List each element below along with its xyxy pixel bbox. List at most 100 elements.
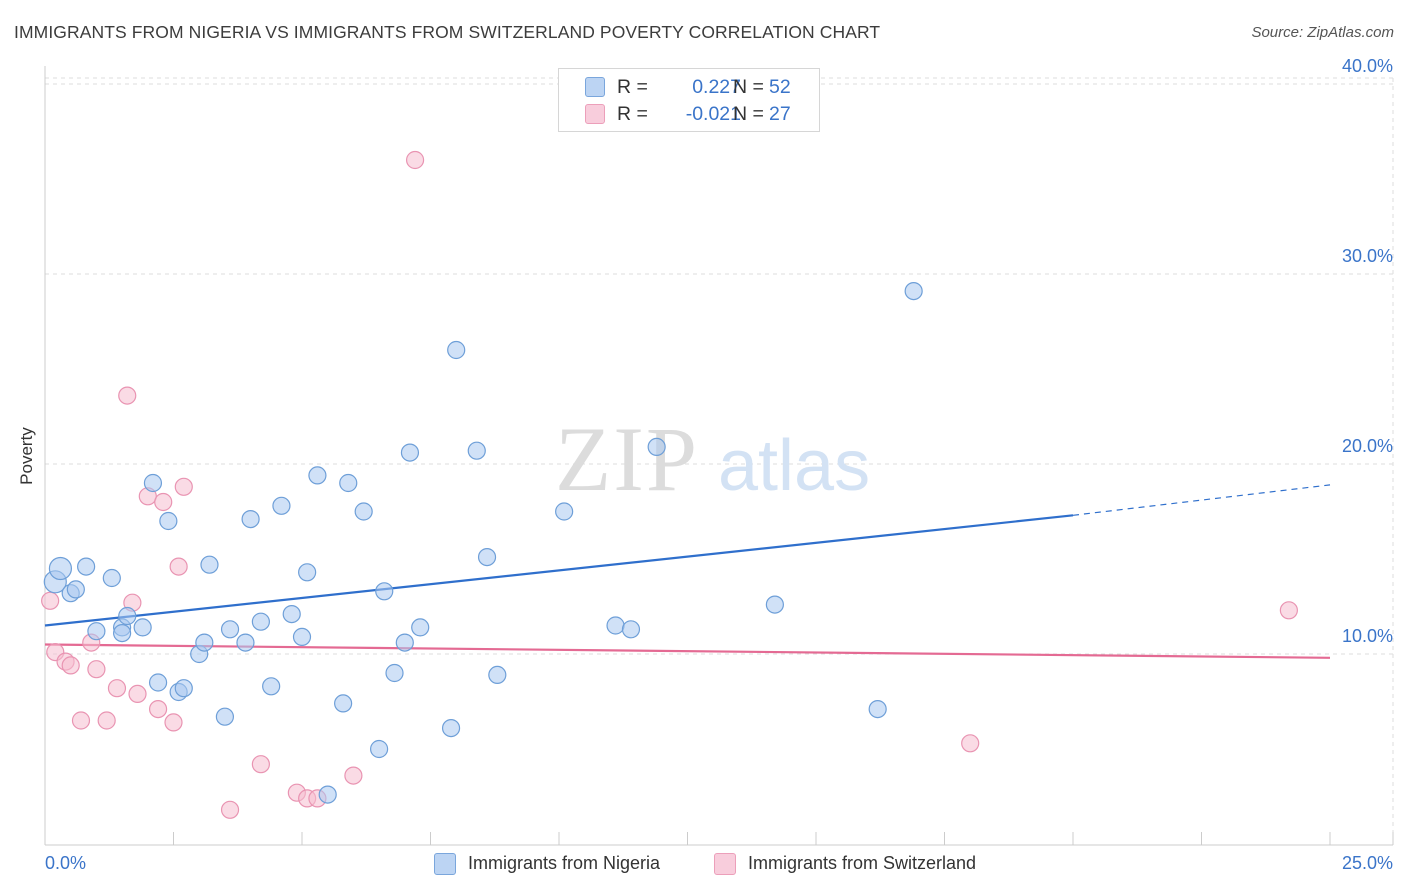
point-nigeria: [236, 633, 255, 652]
point-nigeria: [606, 616, 625, 635]
y-tick-label: 20.0%: [1342, 436, 1393, 456]
point-switzerland: [251, 755, 270, 774]
point-nigeria: [395, 633, 414, 652]
point-nigeria: [159, 511, 178, 531]
point-nigeria: [174, 679, 193, 698]
point-nigeria: [48, 556, 73, 581]
legend-n-value: 52: [769, 76, 791, 98]
point-switzerland: [220, 800, 240, 819]
point-nigeria: [195, 633, 214, 652]
point-nigeria: [272, 496, 291, 515]
x-tick-label: 25.0%: [1342, 853, 1393, 873]
legend-r-label: R =: [617, 103, 648, 125]
stats-legend: R = 0.227 N = 52 R = -0.021 N = 27: [558, 68, 820, 132]
point-switzerland: [961, 734, 980, 753]
point-nigeria: [467, 441, 486, 460]
point-nigeria: [220, 620, 240, 639]
point-switzerland: [97, 711, 116, 730]
trend-line-nigeria-extension: [1072, 484, 1331, 516]
series-label-nigeria: Immigrants from Nigeria: [468, 853, 661, 873]
point-nigeria: [148, 673, 168, 692]
point-switzerland: [1279, 601, 1298, 620]
point-nigeria: [308, 466, 327, 485]
point-switzerland: [87, 660, 106, 679]
point-nigeria: [339, 473, 358, 493]
y-tick-label: 10.0%: [1342, 626, 1393, 646]
point-nigeria: [215, 707, 234, 726]
legend-r-value: -0.021: [685, 103, 741, 125]
point-switzerland: [344, 766, 363, 785]
y-tick-label: 40.0%: [1342, 56, 1393, 76]
series-label-switzerland: Immigrants from Switzerland: [748, 853, 977, 873]
point-nigeria: [868, 699, 887, 719]
point-nigeria: [251, 612, 270, 631]
point-switzerland: [164, 713, 183, 732]
trend-line-nigeria: [44, 514, 1074, 627]
point-switzerland: [107, 679, 127, 698]
point-nigeria: [411, 618, 430, 637]
point-nigeria: [488, 665, 507, 685]
point-switzerland: [174, 477, 193, 496]
point-nigeria: [87, 622, 106, 641]
point-switzerland: [61, 656, 80, 675]
point-nigeria: [66, 580, 85, 599]
source-label: Source: ZipAtlas.com: [1251, 24, 1394, 41]
legend-n-value: 27: [769, 103, 791, 125]
point-nigeria: [477, 547, 497, 567]
legend-swatch-nigeria: [585, 77, 605, 97]
point-nigeria: [621, 620, 641, 639]
point-nigeria: [765, 595, 784, 614]
point-switzerland: [71, 711, 91, 730]
legend-n-label: N =: [733, 103, 764, 125]
point-nigeria: [133, 618, 152, 637]
point-nigeria: [904, 282, 923, 301]
legend-n-label: N =: [733, 76, 764, 98]
point-nigeria: [292, 627, 312, 647]
legend-r-value: 0.227: [692, 76, 741, 98]
point-switzerland: [169, 557, 188, 576]
x-tick-label: 0.0%: [45, 853, 86, 873]
point-nigeria: [385, 663, 404, 683]
point-switzerland: [118, 386, 137, 405]
watermark: ZIP atlas: [555, 408, 870, 510]
watermark-atlas: atlas: [718, 426, 870, 506]
point-nigeria: [77, 557, 96, 576]
point-nigeria: [447, 340, 466, 360]
point-nigeria: [318, 785, 337, 804]
point-nigeria: [282, 604, 301, 624]
point-nigeria: [200, 555, 219, 574]
point-nigeria: [555, 502, 574, 521]
point-nigeria: [143, 473, 163, 493]
point-nigeria: [375, 582, 394, 601]
trend-line-switzerland: [44, 643, 1331, 659]
legend-r-label: R =: [617, 76, 648, 98]
point-nigeria: [241, 509, 260, 529]
point-switzerland: [154, 492, 173, 512]
point-switzerland: [405, 150, 425, 170]
point-nigeria: [334, 694, 353, 713]
point-nigeria: [400, 443, 420, 462]
point-switzerland: [41, 591, 60, 610]
point-nigeria: [354, 502, 373, 521]
data-points: [41, 150, 1298, 819]
chart-title: IMMIGRANTS FROM NIGERIA VS IMMIGRANTS FR…: [14, 22, 881, 42]
point-nigeria: [102, 568, 121, 588]
watermark-zip: ZIP: [555, 408, 699, 510]
point-nigeria: [298, 563, 317, 582]
axes: [44, 66, 1394, 846]
point-nigeria: [441, 718, 461, 738]
trend-lines: [44, 484, 1331, 659]
legend-swatch-switzerland: [585, 104, 605, 124]
point-nigeria: [112, 623, 132, 643]
series-swatch-switzerland: [714, 853, 736, 875]
point-nigeria: [262, 677, 281, 696]
point-nigeria: [647, 437, 666, 456]
point-switzerland: [128, 684, 147, 704]
point-nigeria: [370, 739, 389, 759]
y-tick-label: 30.0%: [1342, 246, 1393, 266]
series-swatch-nigeria: [434, 853, 456, 875]
point-switzerland: [148, 699, 168, 719]
point-nigeria: [118, 606, 137, 626]
tick-labels: 10.0% 20.0% 30.0% 40.0% 0.0% 25.0%: [45, 56, 1393, 873]
